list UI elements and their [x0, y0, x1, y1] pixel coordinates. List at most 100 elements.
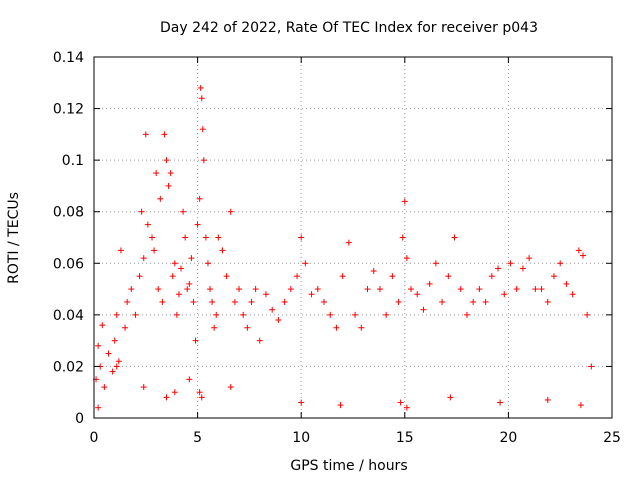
- data-point: [399, 234, 406, 241]
- data-point: [149, 234, 156, 241]
- data-point: [144, 221, 151, 228]
- axis-ticks: 0 5 10 15 20 25 0 0.02 0.04 0.06 0.08 0.1 0.12 0.14: [53, 50, 621, 446]
- data-point: [451, 234, 458, 241]
- data-point: [470, 298, 477, 305]
- data-point: [105, 350, 112, 357]
- data-point: [414, 291, 421, 298]
- data-point: [358, 324, 365, 331]
- data-point: [519, 265, 526, 272]
- y-tick-label: 0.02: [53, 359, 84, 375]
- data-point: [495, 265, 502, 272]
- data-point: [320, 298, 327, 305]
- data-point: [140, 384, 147, 391]
- data-point: [175, 291, 182, 298]
- data-point: [501, 291, 508, 298]
- data-point: [389, 273, 396, 280]
- data-point: [194, 221, 201, 228]
- data-point: [178, 265, 185, 272]
- data-point: [159, 298, 166, 305]
- data-point: [157, 195, 164, 202]
- x-tick-label: 10: [292, 430, 310, 446]
- data-point: [557, 260, 564, 267]
- data-point: [188, 255, 195, 262]
- x-tick-label: 15: [396, 430, 414, 446]
- data-point: [287, 286, 294, 293]
- y-tick-label: 0.12: [53, 102, 84, 118]
- data-point: [457, 286, 464, 293]
- data-point: [339, 273, 346, 280]
- data-point: [207, 286, 214, 293]
- data-point: [302, 260, 309, 267]
- plot-frame: [93, 56, 613, 419]
- data-point: [526, 255, 533, 262]
- data-point: [248, 298, 255, 305]
- data-point: [213, 311, 220, 318]
- data-point: [196, 195, 203, 202]
- data-point: [186, 376, 193, 383]
- data-point: [211, 324, 218, 331]
- grid-lines: [94, 57, 612, 418]
- data-point: [111, 337, 118, 344]
- data-point: [236, 286, 243, 293]
- x-axis-title: GPS time / hours: [290, 458, 407, 474]
- data-point: [482, 298, 489, 305]
- data-point: [420, 306, 427, 313]
- data-point: [447, 394, 454, 401]
- x-tick-label: 0: [90, 430, 99, 446]
- data-point: [171, 389, 178, 396]
- data-point: [507, 260, 514, 267]
- data-point: [432, 260, 439, 267]
- y-tick-label: 0.1: [62, 153, 84, 169]
- data-point: [577, 402, 584, 409]
- data-point: [196, 389, 203, 396]
- data-point: [383, 311, 390, 318]
- y-tick-label: 0.06: [53, 256, 84, 272]
- data-point: [180, 208, 187, 215]
- data-point: [190, 298, 197, 305]
- data-point: [588, 363, 595, 370]
- data-point: [223, 273, 230, 280]
- data-point: [198, 95, 205, 102]
- data-point: [370, 268, 377, 275]
- y-axis-title: ROTI / TECUs: [6, 192, 22, 284]
- data-point: [132, 311, 139, 318]
- x-tick-label: 20: [499, 430, 517, 446]
- data-point: [171, 260, 178, 267]
- data-point: [538, 286, 545, 293]
- data-point: [281, 298, 288, 305]
- data-point: [186, 280, 193, 287]
- data-point: [200, 157, 207, 164]
- data-point: [99, 322, 106, 329]
- data-point: [364, 286, 371, 293]
- data-point: [408, 286, 415, 293]
- data-point: [439, 298, 446, 305]
- data-point: [252, 286, 259, 293]
- data-points: [93, 84, 595, 411]
- data-point: [128, 286, 135, 293]
- data-point: [165, 182, 172, 189]
- data-point: [95, 404, 102, 411]
- data-point: [199, 126, 206, 133]
- x-tick-label: 5: [193, 430, 202, 446]
- data-point: [579, 252, 586, 259]
- x-tick-label: 25: [603, 430, 621, 446]
- data-point: [142, 131, 149, 138]
- data-point: [101, 384, 108, 391]
- data-point: [563, 280, 570, 287]
- data-point: [463, 311, 470, 318]
- data-point: [345, 239, 352, 246]
- data-point: [497, 399, 504, 406]
- y-tick-label: 0.08: [53, 205, 84, 221]
- data-point: [275, 317, 282, 324]
- data-point: [113, 311, 120, 318]
- data-point: [138, 208, 145, 215]
- data-point: [240, 311, 247, 318]
- data-point: [244, 324, 251, 331]
- data-point: [113, 363, 120, 370]
- data-point: [445, 273, 452, 280]
- data-point: [308, 291, 315, 298]
- data-point: [117, 247, 124, 254]
- data-point: [532, 286, 539, 293]
- data-point: [395, 298, 402, 305]
